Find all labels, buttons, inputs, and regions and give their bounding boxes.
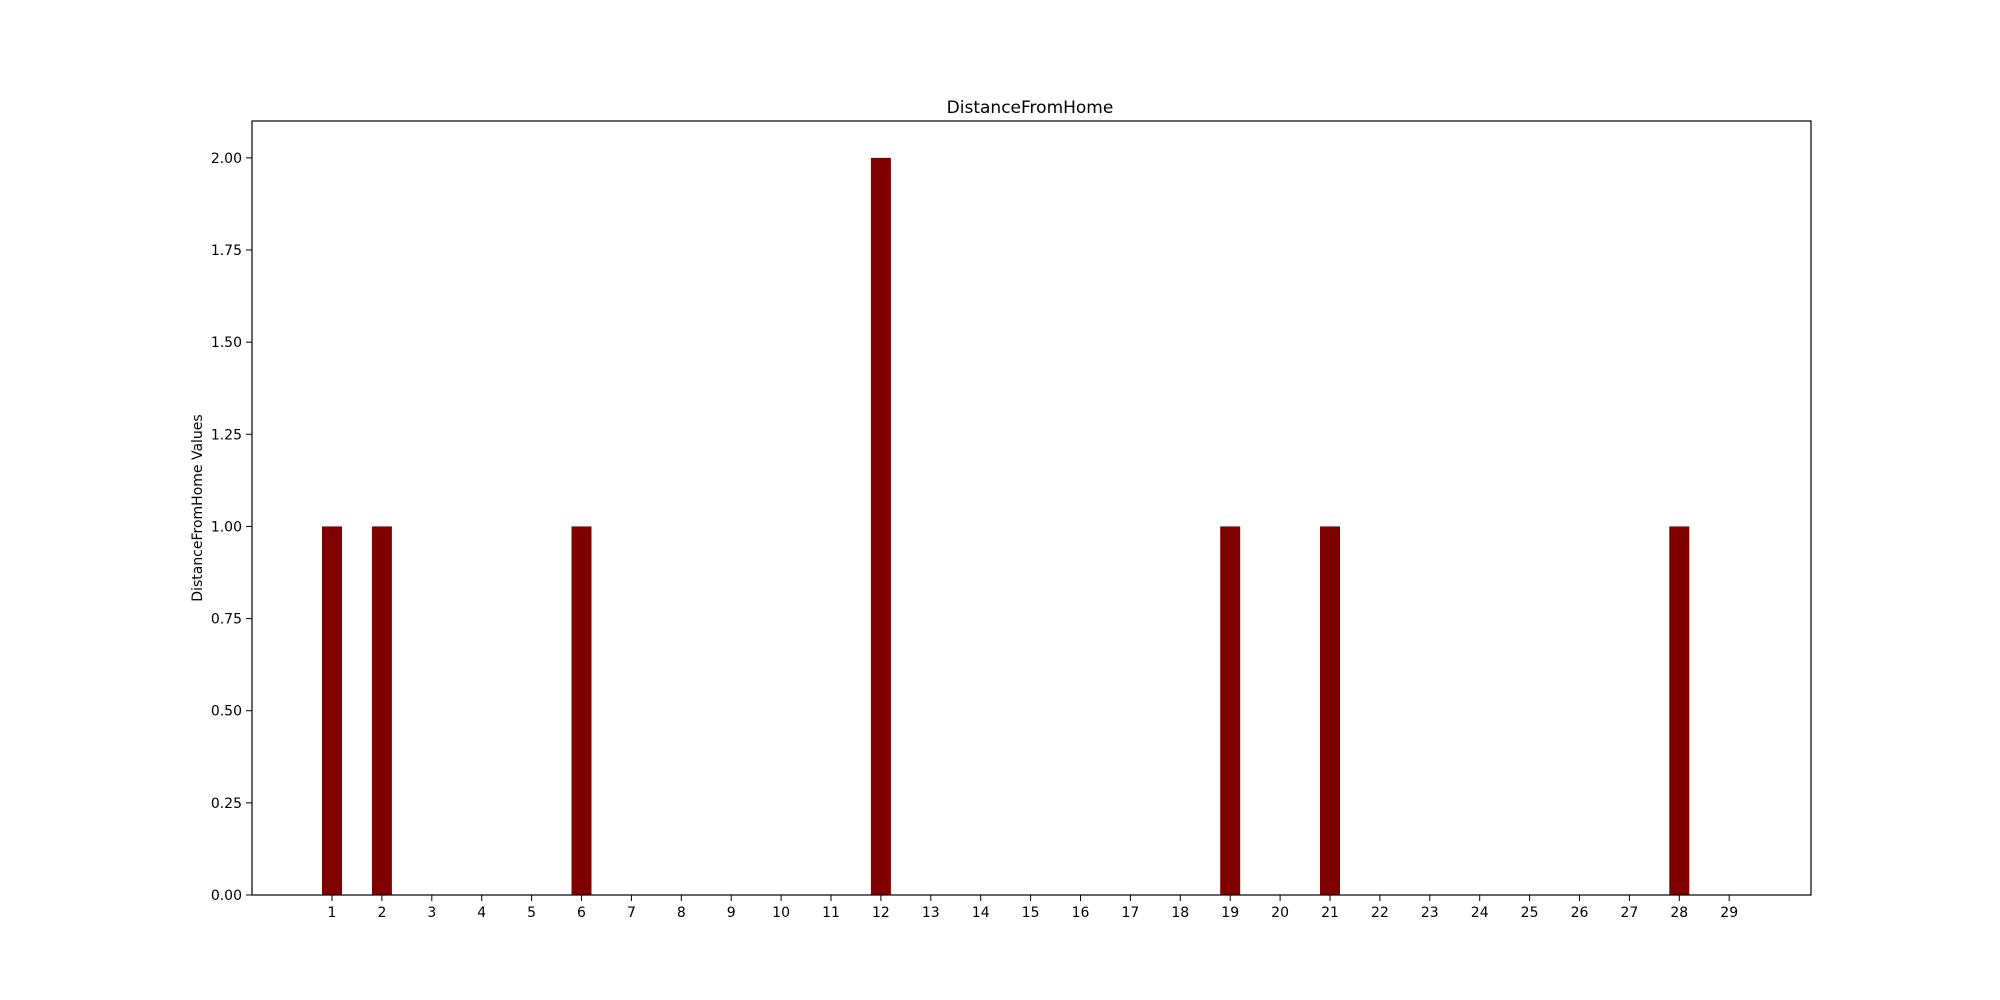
- bar-28: [1669, 526, 1690, 895]
- x-tick-label: 3: [427, 905, 436, 921]
- y-tick-label: 2.00: [211, 151, 242, 167]
- x-tick-label: 20: [1271, 905, 1289, 921]
- x-tick-label: 25: [1521, 905, 1539, 921]
- y-tick-label: 1.00: [211, 519, 242, 535]
- x-tick-label: 2: [377, 905, 386, 921]
- x-tick-label: 9: [727, 905, 736, 921]
- x-tick-label: 10: [772, 905, 790, 921]
- y-tick-label: 0.00: [211, 888, 242, 904]
- x-tick-label: 16: [1072, 905, 1090, 921]
- chart-title: DistanceFromHome: [947, 98, 1114, 118]
- x-tick-label: 6: [577, 905, 586, 921]
- x-tick-label: 14: [972, 905, 990, 921]
- bar-2: [371, 526, 392, 895]
- x-tick-label: 12: [872, 905, 890, 921]
- x-tick-label: 4: [477, 905, 486, 921]
- x-tick-label: 11: [822, 905, 840, 921]
- x-tick-label: 27: [1620, 905, 1638, 921]
- bar-21: [1320, 526, 1340, 895]
- y-axis-ticks: 0.00 0.25 0.50 0.75 1.00 1.25 1.50 1.75 2.00: [211, 151, 252, 904]
- y-tick-label: 0.75: [211, 612, 242, 628]
- bar-1: [322, 526, 342, 895]
- x-tick-label: 15: [1022, 905, 1040, 921]
- x-tick-label: 18: [1171, 905, 1189, 921]
- x-tick-label: 28: [1670, 905, 1688, 921]
- y-axis-label: DistanceFromHome Values: [190, 414, 206, 601]
- x-tick-label: 8: [677, 905, 686, 921]
- x-tick-label: 1: [328, 905, 337, 921]
- x-axis-ticks: 1 2 3 4 5 6 7 8 9 10 11 12 13 14 15 16 17 18 19 20 21 22 23 24 2…: [328, 895, 1738, 921]
- x-tick-label: 26: [1571, 905, 1589, 921]
- plot-area-frame: [251, 120, 1812, 896]
- x-tick-label: 24: [1471, 905, 1489, 921]
- x-tick-label: 29: [1720, 905, 1738, 921]
- x-tick-label: 22: [1371, 905, 1389, 921]
- bar-12: [870, 157, 891, 895]
- bars-group: [322, 157, 1690, 895]
- y-tick-label: 1.50: [211, 335, 242, 351]
- x-tick-label: 19: [1221, 905, 1239, 921]
- x-tick-label: 21: [1321, 905, 1339, 921]
- bar-19: [1220, 526, 1241, 895]
- x-tick-label: 5: [527, 905, 536, 921]
- x-tick-label: 23: [1421, 905, 1439, 921]
- y-tick-label: 1.25: [211, 427, 242, 443]
- x-tick-label: 13: [922, 905, 940, 921]
- bar-6: [571, 526, 592, 895]
- y-tick-label: 0.25: [211, 796, 242, 812]
- y-tick-label: 0.50: [211, 704, 242, 720]
- y-tick-label: 1.75: [211, 243, 242, 259]
- x-tick-label: 17: [1121, 905, 1139, 921]
- x-tick-label: 7: [627, 905, 636, 921]
